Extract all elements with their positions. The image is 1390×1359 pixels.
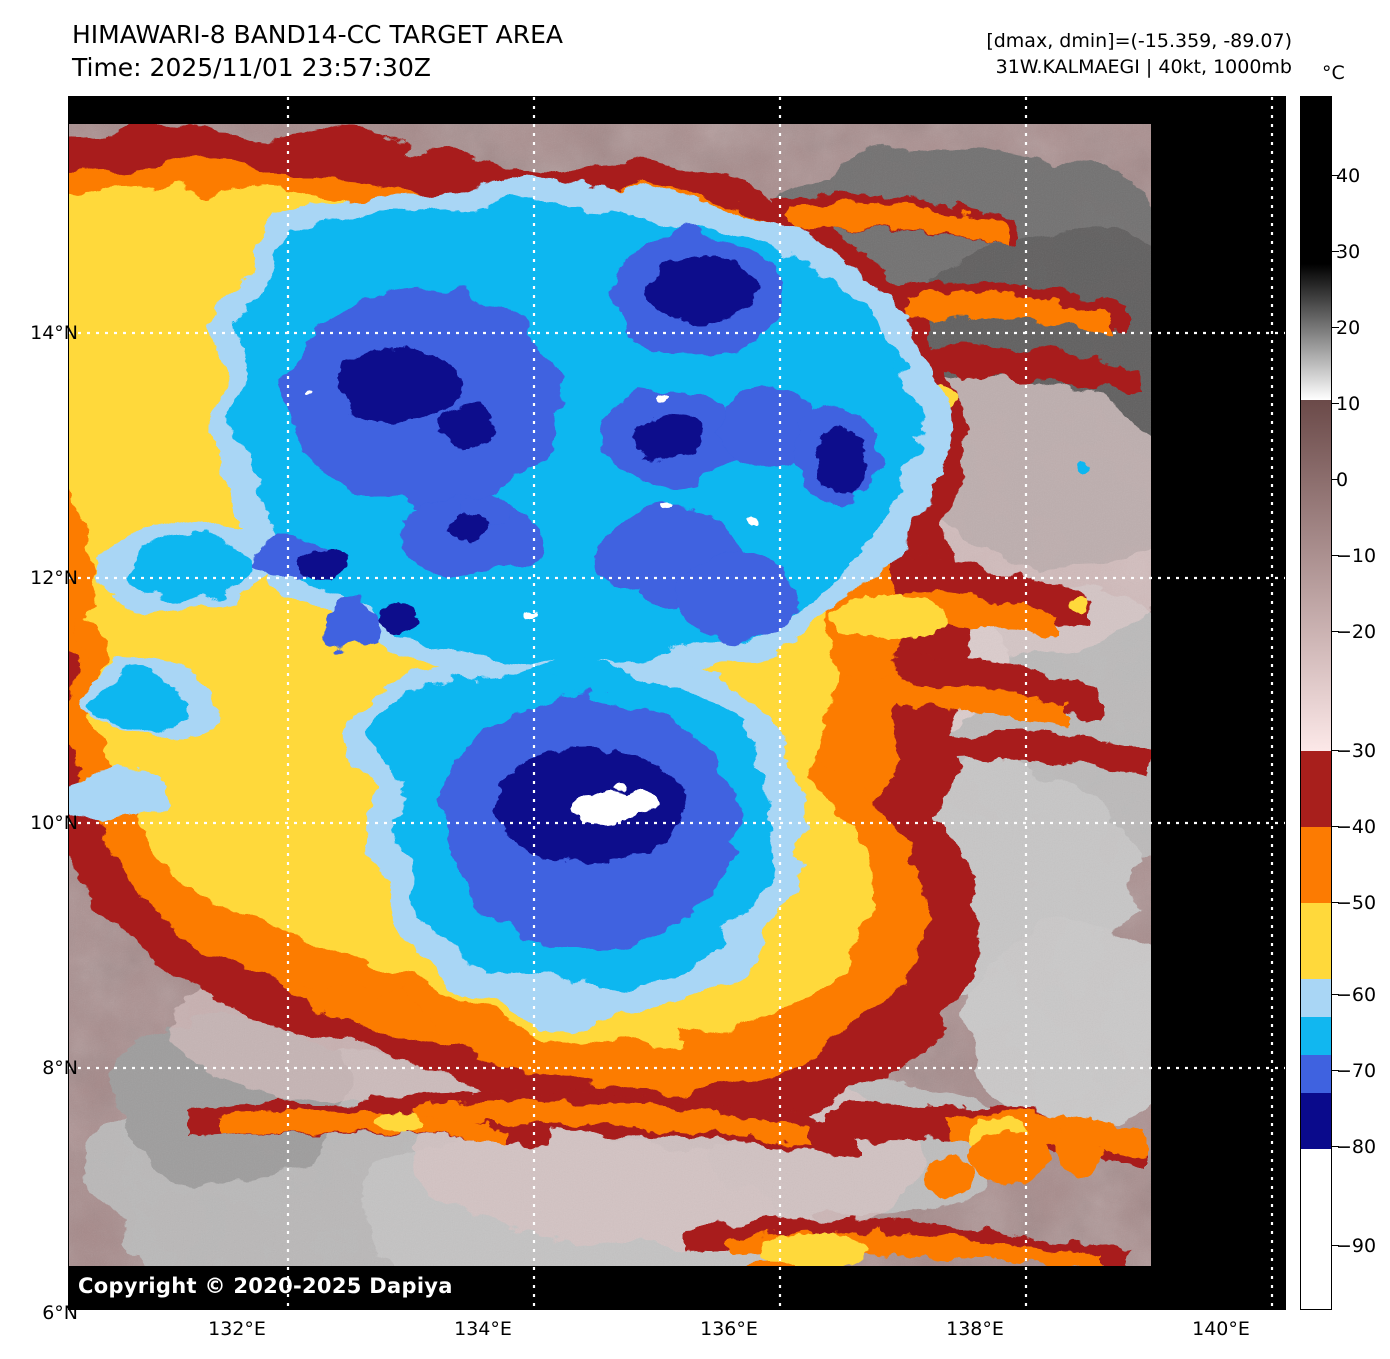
colorbar-band-yellow xyxy=(1301,903,1331,979)
satellite-image-plot xyxy=(68,96,1286,1310)
colorbar-tick-neg20: −20 xyxy=(1336,621,1377,643)
colorbar-band-royalblue xyxy=(1301,1055,1331,1093)
colorbar-band-navy xyxy=(1301,1093,1331,1149)
colorbar-tick-40: 40 xyxy=(1336,165,1361,187)
storm-info-label: 31W.KALMAEGI | 40kt, 1000mb xyxy=(995,56,1292,78)
x-axis-label-138e: 138°E xyxy=(946,1318,1004,1340)
page-title: HIMAWARI-8 BAND14-CC TARGET AREA xyxy=(72,20,564,49)
colorbar-band-brown-pink xyxy=(1301,400,1331,751)
timestamp-label: Time: 2025/11/01 23:57:30Z xyxy=(72,53,431,82)
colorbar-band-grayscale xyxy=(1301,264,1331,400)
colorbar-band-white xyxy=(1301,1149,1331,1309)
dmax-dmin-label: [dmax, dmin]=(-15.359, -89.07) xyxy=(986,30,1292,52)
y-axis-label-10n: 10°N xyxy=(30,812,78,834)
annotation-block: [dmax, dmin]=(-15.359, -89.07) 31W.KALMA… xyxy=(986,28,1292,80)
colorbar-tick-neg10: −10 xyxy=(1336,545,1377,567)
x-axis-label-140e: 140°E xyxy=(1192,1318,1250,1340)
colorbar-tick-10: 10 xyxy=(1336,393,1361,415)
colorbar-tick-neg30: −30 xyxy=(1336,740,1377,762)
y-axis-label-6n: 6°N xyxy=(42,1302,78,1324)
colorbar-tick-0: 0 xyxy=(1336,469,1349,491)
copyright-label: Copyright © 2020-2025 Dapiya xyxy=(78,1274,453,1298)
infrared-imagery xyxy=(69,97,1285,1309)
x-axis-label-134e: 134°E xyxy=(454,1318,512,1340)
colorbar-tick-neg60: −60 xyxy=(1336,984,1377,1006)
colorbar-tick-neg70: −70 xyxy=(1336,1060,1377,1082)
x-axis-label-136e: 136°E xyxy=(700,1318,758,1340)
colorbar-tick-neg50: −50 xyxy=(1336,892,1377,914)
colorbar-band-black xyxy=(1301,97,1331,264)
y-axis-label-8n: 8°N xyxy=(42,1057,78,1079)
colorbar-tick-30: 30 xyxy=(1336,241,1361,263)
colorbar-tick-neg90: −90 xyxy=(1336,1235,1377,1257)
colorbar-band-lightblue xyxy=(1301,979,1331,1017)
y-axis-label-12n: 12°N xyxy=(30,567,78,589)
colorbar xyxy=(1300,96,1332,1310)
title-block: HIMAWARI-8 BAND14-CC TARGET AREA Time: 2… xyxy=(72,18,563,84)
colorbar-unit-label: °C xyxy=(1322,62,1345,84)
colorbar-band-orange xyxy=(1301,827,1331,903)
colorbar-band-darkred xyxy=(1301,751,1331,827)
colorbar-tick-neg80: −80 xyxy=(1336,1136,1377,1158)
colorbar-tick-20: 20 xyxy=(1336,317,1361,339)
y-axis-label-14n: 14°N xyxy=(30,322,78,344)
colorbar-tick-neg40: −40 xyxy=(1336,816,1377,838)
colorbar-band-cyan xyxy=(1301,1017,1331,1055)
x-axis-label-132e: 132°E xyxy=(208,1318,266,1340)
